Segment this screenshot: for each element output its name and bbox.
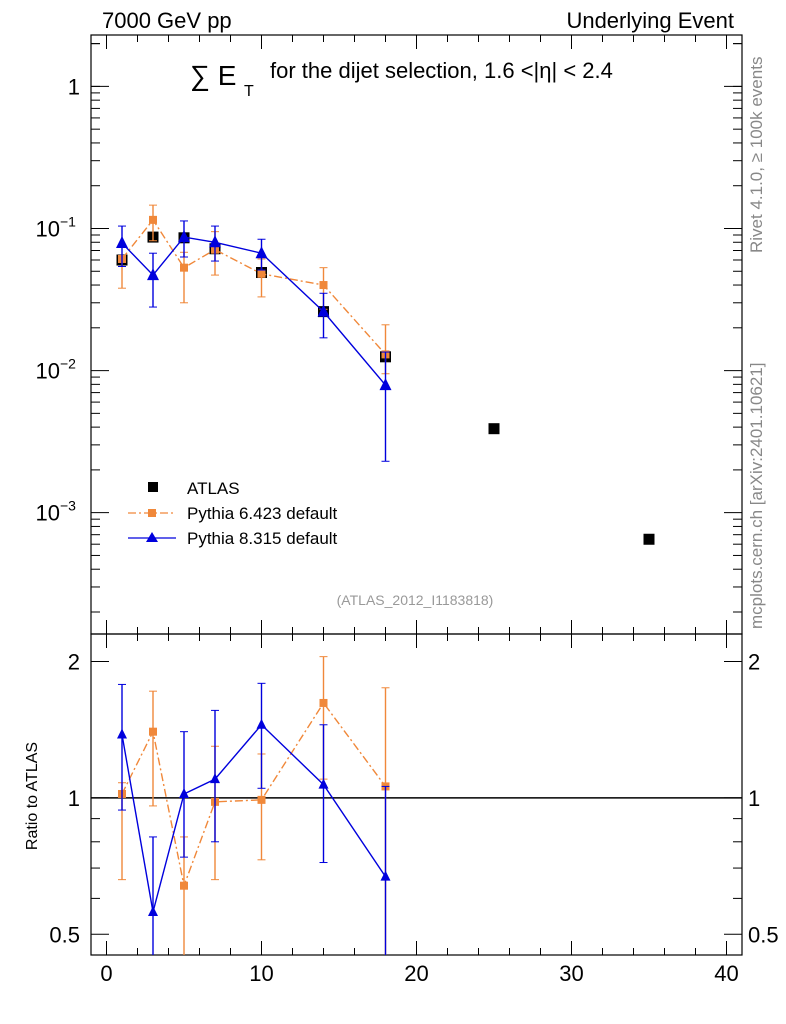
ratio-plot-frame bbox=[90, 633, 743, 956]
x-tick-label: 10 bbox=[249, 961, 273, 986]
series-pythia8-ratio-point bbox=[117, 728, 127, 739]
y-tick-label-base: 10 bbox=[36, 359, 60, 384]
series-pythia8-point bbox=[147, 268, 159, 281]
series-pythia8-ratio-line bbox=[121, 723, 387, 913]
series-pythia8-ratio-point bbox=[179, 787, 189, 798]
ratio-left-tick-label: 2 bbox=[68, 649, 80, 674]
x-tick-label: 20 bbox=[404, 961, 428, 986]
y-tick-label-exponent: −2 bbox=[60, 356, 76, 372]
legend-pythia8-marker bbox=[146, 532, 158, 542]
y-tick-label-base: 10 bbox=[36, 501, 60, 526]
rivet-side-label: Rivet 4.1.0, ≥ 100k events bbox=[747, 57, 766, 253]
series-atlas-point bbox=[643, 533, 655, 545]
x-tick-label: 0 bbox=[100, 961, 112, 986]
series-pythia8-point bbox=[379, 378, 392, 391]
header-left-label: 7000 GeV pp bbox=[102, 8, 232, 33]
series-pythia8-point bbox=[317, 304, 330, 317]
series-pythia8-point bbox=[116, 236, 128, 249]
ratio-y-axis-label: Ratio to ATLAS bbox=[24, 742, 41, 850]
series-pythia6-ratio-point bbox=[149, 727, 157, 736]
legend-pythia6-label: Pythia 6.423 default bbox=[187, 504, 338, 523]
series-pythia6-ratio-line bbox=[121, 701, 387, 889]
chart-title-prefix: ∑ E bbox=[190, 60, 236, 91]
legend-pythia6-marker bbox=[148, 509, 156, 517]
series-pythia8-point bbox=[255, 246, 268, 259]
ratio-right-tick-label: 1 bbox=[748, 786, 760, 811]
series-atlas-point bbox=[488, 423, 500, 435]
series-pythia6-point bbox=[319, 281, 328, 290]
series-pythia6-point bbox=[180, 263, 188, 272]
header-right-label: Underlying Event bbox=[566, 8, 734, 33]
series-pythia6-ratio-point bbox=[180, 881, 188, 890]
ratio-right-tick-label: 2 bbox=[748, 649, 760, 674]
series-pythia8-point bbox=[178, 230, 190, 243]
chart-title-subscript: T bbox=[244, 83, 254, 100]
legend-atlas-label: ATLAS bbox=[187, 479, 240, 498]
series-pythia8-ratio-point bbox=[318, 778, 329, 789]
x-tick-label: 30 bbox=[559, 961, 583, 986]
series-pythia6-line bbox=[121, 218, 387, 355]
ratio-left-tick-label: 1 bbox=[68, 786, 80, 811]
ratio-right-tick-label: 0.5 bbox=[748, 922, 779, 947]
series-pythia8-ratio-point bbox=[148, 905, 158, 916]
y-tick-label-base: 10 bbox=[36, 216, 60, 241]
ratio-left-tick-label: 0.5 bbox=[49, 922, 80, 947]
x-tick-label: 40 bbox=[714, 961, 738, 986]
y-tick-label: 1 bbox=[68, 74, 80, 99]
series-pythia8-ratio-point bbox=[256, 718, 267, 729]
series-pythia6-ratio-point bbox=[319, 698, 328, 707]
legend: ATLAS Pythia 6.423 default Pythia 8.315 … bbox=[128, 479, 338, 548]
series-pythia8-ratio-point bbox=[380, 870, 391, 881]
analysis-label: (ATLAS_2012_I1183818) bbox=[337, 592, 494, 608]
y-tick-label-exponent: −3 bbox=[60, 498, 76, 514]
series-pythia6-ratio-point bbox=[257, 795, 266, 804]
series-pythia6-point bbox=[257, 269, 266, 278]
mcplots-side-label: mcplots.cern.ch [arXiv:2401.10621] bbox=[747, 363, 766, 629]
y-tick-label-exponent: −1 bbox=[60, 213, 76, 229]
legend-pythia8-label: Pythia 8.315 default bbox=[187, 529, 338, 548]
chart-title-suffix: for the dijet selection, 1.6 <|η| < 2.4 bbox=[270, 58, 613, 83]
series-pythia8-ratio-point bbox=[210, 773, 220, 784]
legend-atlas-marker bbox=[148, 482, 158, 492]
series-pythia6-point bbox=[149, 215, 157, 224]
series-pythia8-point bbox=[209, 235, 221, 248]
